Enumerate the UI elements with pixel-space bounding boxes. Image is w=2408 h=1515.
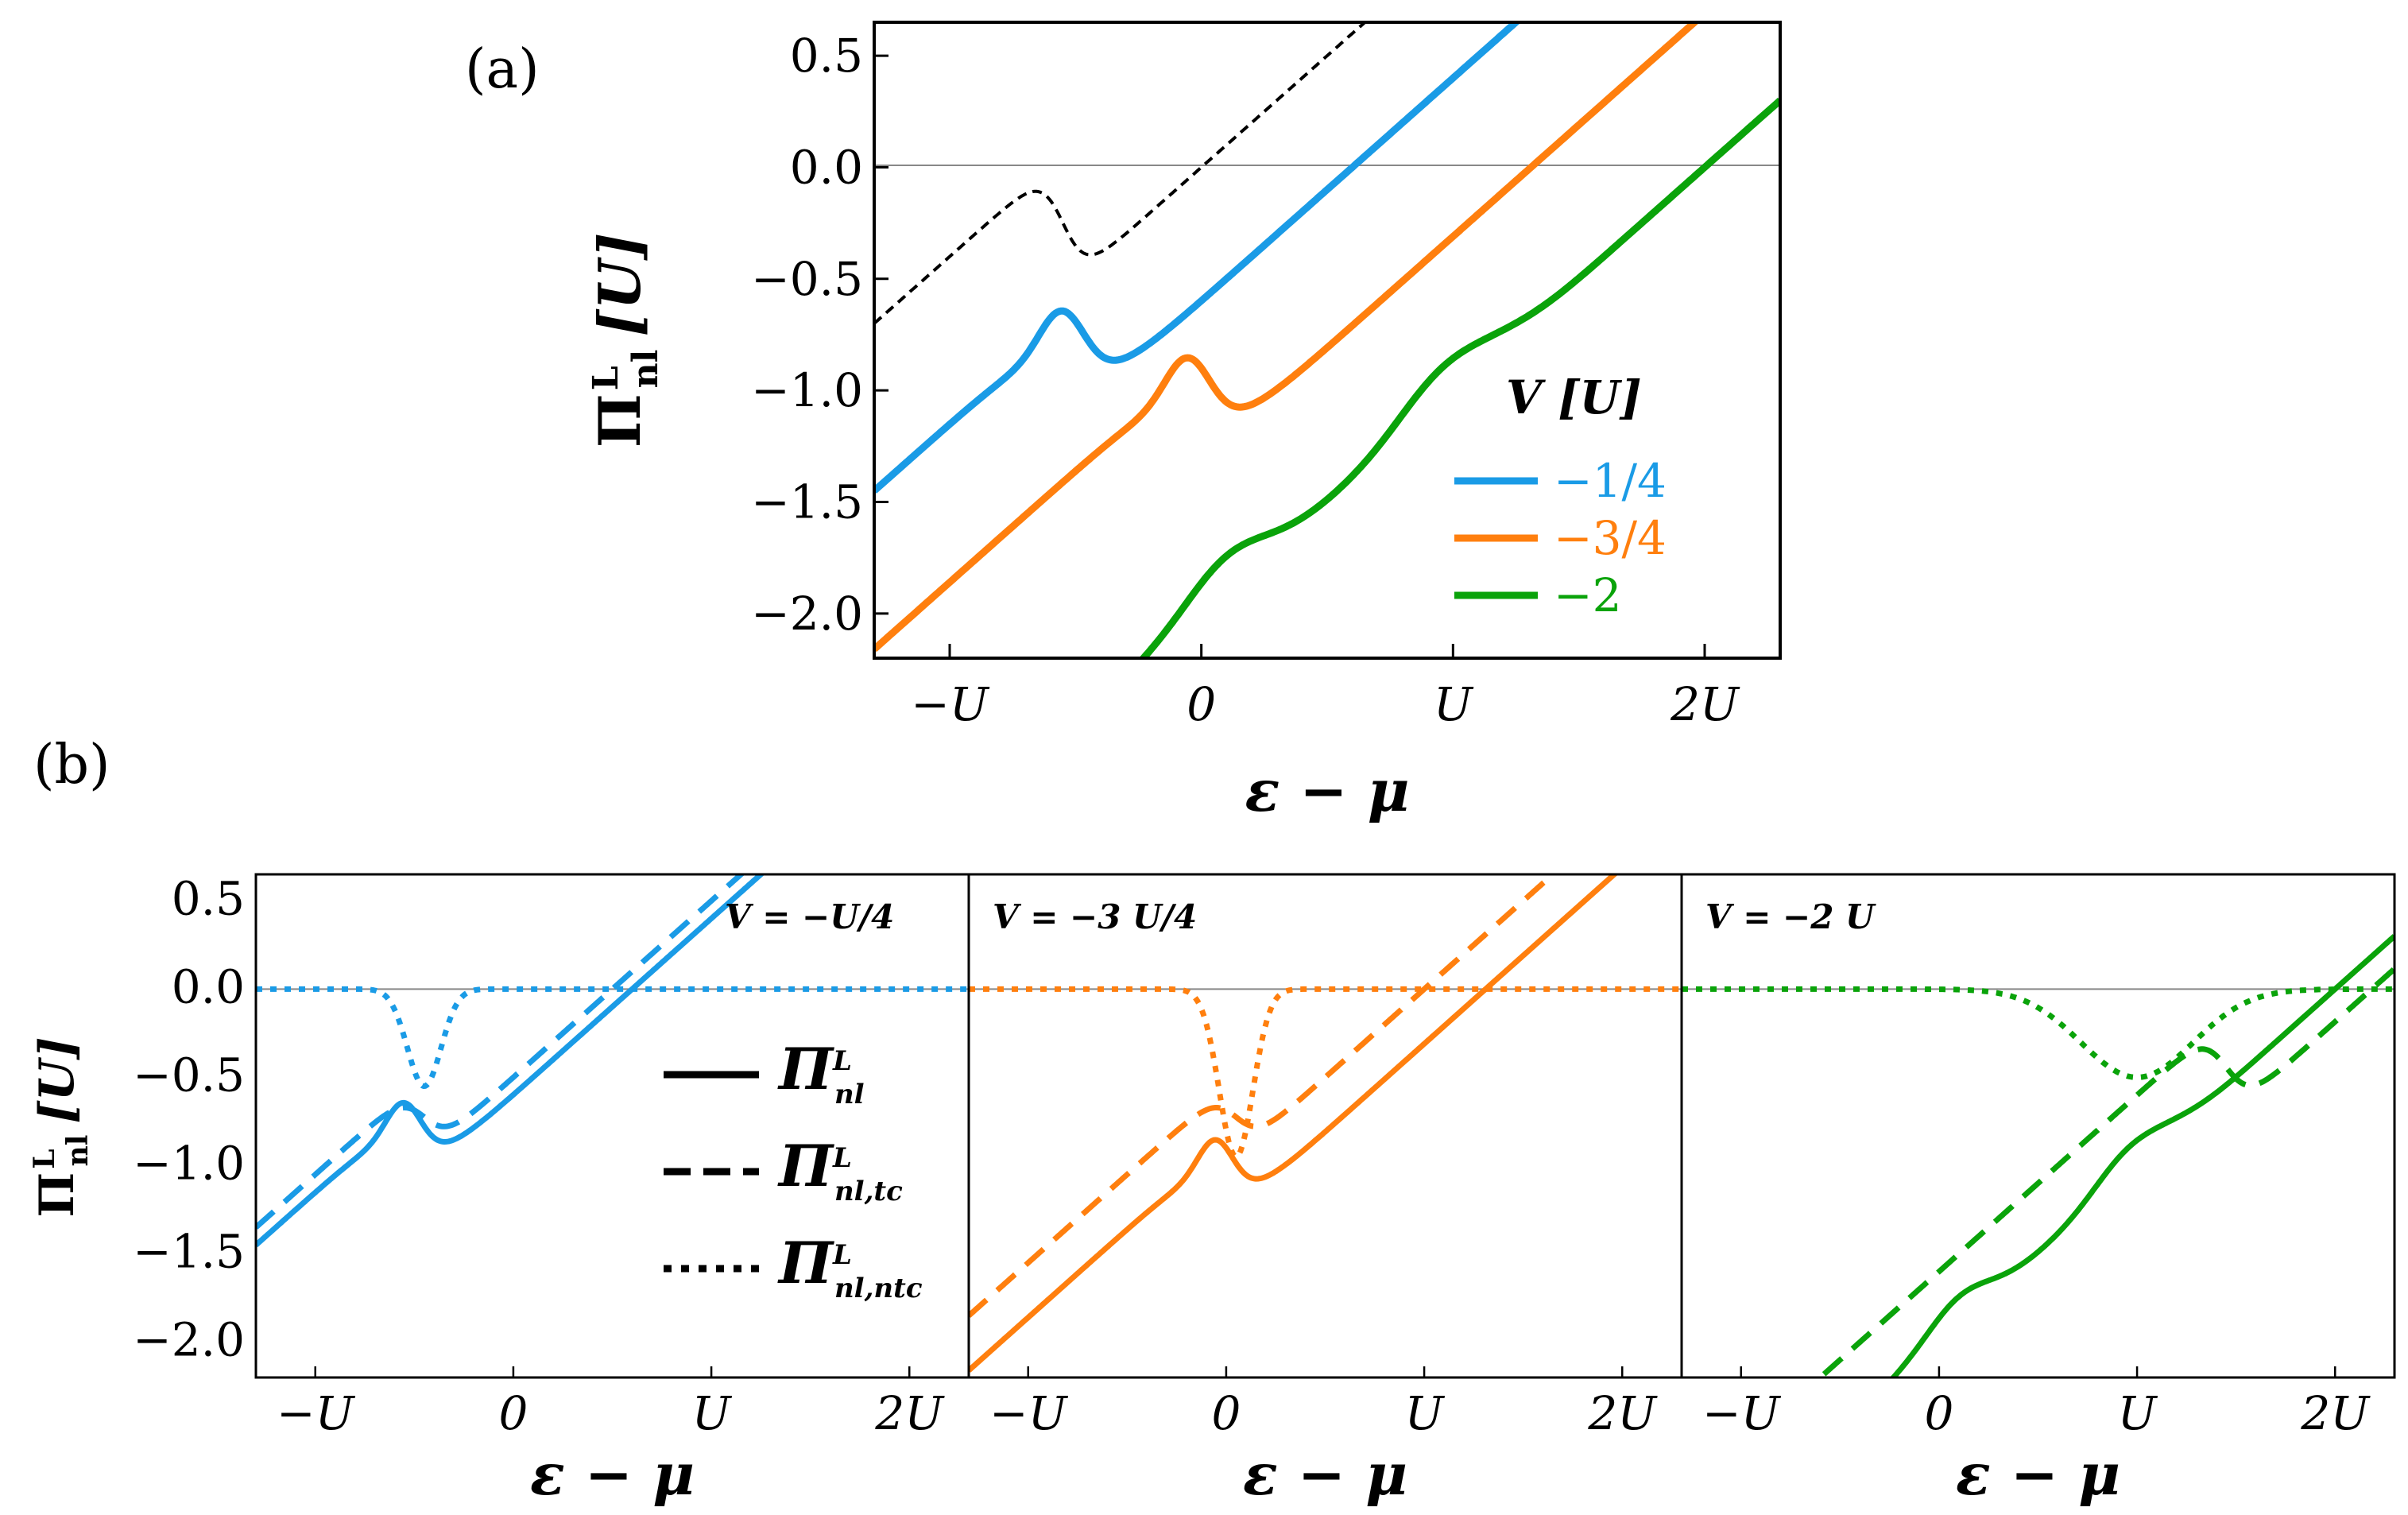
- legend-a-label: −2: [1554, 568, 1622, 622]
- ylabel-b-sub: nl: [61, 1135, 95, 1167]
- xtick-label-b: 2U: [1587, 1386, 1658, 1440]
- xtick-label-b: −U: [1702, 1386, 1782, 1440]
- legend-a-label: −3/4: [1554, 511, 1667, 565]
- series-a-3: [874, 22, 1368, 325]
- series-b-2-ntc: [1682, 986, 2394, 1080]
- legend-b-label: ΠL nl: [777, 1035, 865, 1110]
- xtick-label-b: 0: [1924, 1386, 1953, 1440]
- xtick-label-a: 2U: [1670, 677, 1740, 731]
- xtick-label-b: 0: [498, 1386, 528, 1440]
- legend-b-label: ΠL nl,ntc: [777, 1229, 923, 1304]
- legend-a-entries: −1/4−3/4−2: [1454, 454, 1667, 622]
- axes-frame-b: [1680, 873, 2396, 1379]
- legend-a-title: V [U]: [1506, 370, 1642, 424]
- ytick-label-a: −1.5: [751, 475, 863, 529]
- ytick-label-b: −2.0: [133, 1313, 245, 1367]
- ylabel-b-sym: Π: [29, 1172, 85, 1218]
- legend-b: ΠL nl ΠL nl,tc ΠL nl,ntc: [664, 1035, 923, 1304]
- legend-b-label: ΠL nl,tc: [777, 1132, 903, 1207]
- ytick-label-a: −1.0: [751, 363, 863, 417]
- panel-b-frames: V = −U/4 V = −3 U/4 V = −2 U: [254, 873, 2396, 1379]
- svg-text:Π L nl: Π L nl [U]: [28, 1037, 95, 1218]
- ytick-label-a: 0.5: [790, 29, 863, 83]
- xtick-label-a: U: [1434, 677, 1474, 731]
- axes-frame-a: [873, 21, 1782, 660]
- xtick-label-b: 2U: [2300, 1386, 2371, 1440]
- ytick-label-b: −1.5: [133, 1225, 245, 1279]
- x-axis-label-a: ε − μ: [1245, 757, 1410, 824]
- subplot-b-0: [256, 874, 969, 1248]
- series-b-1-ntc: [969, 986, 1682, 1160]
- panel-a: −U 0 U 2U0.50.0−0.5−1.0−1.5−2.0 Π L nl [U] …: [586, 21, 1782, 824]
- xtick-label-a: −U: [911, 677, 990, 731]
- xtick-label-b: 0: [1211, 1386, 1241, 1440]
- ytick-label-b: 0.5: [172, 871, 245, 925]
- x-axis-label-b: ε − μ: [1243, 1440, 1407, 1508]
- xtick-label-b: −U: [989, 1386, 1069, 1440]
- panel-a-ticks: −U 0 U 2U 0.5 0.0 −0.5 −1.0 −1.5 −2.0: [751, 29, 1740, 731]
- subplot-b-2: [1682, 934, 2394, 1377]
- ytick-label-a: −0.5: [751, 252, 863, 306]
- ylabel-a-sub: nl: [625, 350, 666, 389]
- ytick-label-a: −2.0: [751, 587, 863, 641]
- series-b-2-tc: [1816, 967, 2394, 1377]
- xtick-label-a: 0: [1187, 677, 1216, 731]
- xtick-label-b: U: [2118, 1386, 2158, 1440]
- ylabel-a-sup: L: [586, 366, 626, 390]
- axes-frame-b: [967, 873, 1683, 1379]
- ytick-label-b: −0.5: [133, 1048, 245, 1102]
- panel-b-ticks: −U 0 U 2U ε − μ 0.5 0.0 −0.5 −1.0 −1.5 −2.0 −U 0 U 2U ε…: [133, 871, 2371, 1508]
- ylabel-b-sup: L: [28, 1149, 61, 1168]
- y-axis-label-a: Π L nl [U]: [586, 233, 666, 448]
- xtick-label-b: U: [1405, 1386, 1446, 1440]
- ylabel-a-unit: [U]: [586, 233, 653, 337]
- panel-b-label: (b): [33, 734, 110, 796]
- subplot-b-1: [969, 874, 1682, 1373]
- ylabel-a-sym: Π: [586, 393, 653, 448]
- series-b-0-tc: [256, 874, 745, 1230]
- x-axis-label-b: ε − μ: [530, 1440, 695, 1508]
- series-b-1-tc: [969, 874, 1558, 1318]
- ytick-label-b: −1.0: [133, 1136, 245, 1190]
- legend-a: V [U] −1/4−3/4−2: [1454, 370, 1667, 622]
- ytick-label-a: 0.0: [790, 140, 863, 194]
- series-a-1: [874, 22, 1701, 653]
- series-b-1-total: [969, 874, 1619, 1373]
- xtick-label-b: −U: [277, 1386, 356, 1440]
- series-a-0: [874, 22, 1522, 494]
- panel-b: V = −U/4 V = −3 U/4 V = −2 U −U 0 U 2U ε − μ 0.…: [28, 871, 2396, 1508]
- series-b-2-total: [1889, 934, 2394, 1377]
- annotation-b: V = −U/4: [725, 897, 894, 936]
- ytick-label-b: 0.0: [172, 959, 245, 1013]
- x-axis-label-b: ε − μ: [1956, 1440, 2120, 1508]
- svg-text:Π L nl: Π L nl [U]: [586, 233, 666, 448]
- xtick-label-b: 2U: [874, 1386, 945, 1440]
- series-a-2: [1138, 97, 1780, 658]
- series-b-0-total: [256, 874, 765, 1248]
- y-axis-label-b: Π L nl [U]: [28, 1037, 95, 1218]
- ylabel-b-unit: [U]: [29, 1037, 85, 1124]
- xtick-label-b: U: [692, 1386, 733, 1440]
- annotation-b: V = −2 U: [1705, 897, 1876, 936]
- annotation-b: V = −3 U/4: [993, 897, 1197, 936]
- panel-a-series: [874, 22, 1780, 658]
- legend-a-label: −1/4: [1554, 454, 1667, 508]
- panel-b-series: [256, 874, 2394, 1377]
- panel-a-label: (a): [465, 38, 540, 101]
- series-b-0-ntc: [256, 986, 969, 1090]
